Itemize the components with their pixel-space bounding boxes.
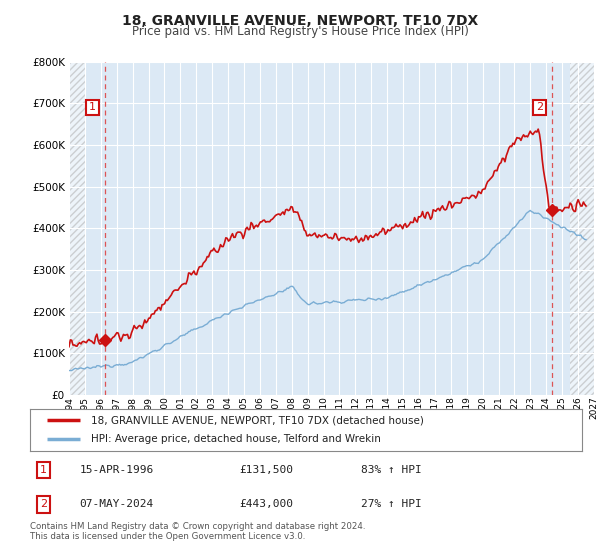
Text: 27% ↑ HPI: 27% ↑ HPI	[361, 500, 422, 510]
Text: 07-MAY-2024: 07-MAY-2024	[80, 500, 154, 510]
Text: Price paid vs. HM Land Registry's House Price Index (HPI): Price paid vs. HM Land Registry's House …	[131, 25, 469, 38]
Text: 1: 1	[40, 465, 47, 475]
Text: Contains HM Land Registry data © Crown copyright and database right 2024.
This d: Contains HM Land Registry data © Crown c…	[30, 522, 365, 542]
Text: £443,000: £443,000	[240, 500, 294, 510]
Bar	[69, 62, 85, 395]
Text: £131,500: £131,500	[240, 465, 294, 475]
Text: 2: 2	[40, 500, 47, 510]
Text: HPI: Average price, detached house, Telford and Wrekin: HPI: Average price, detached house, Telf…	[91, 435, 380, 445]
Text: 18, GRANVILLE AVENUE, NEWPORT, TF10 7DX (detached house): 18, GRANVILLE AVENUE, NEWPORT, TF10 7DX …	[91, 415, 424, 425]
Text: 15-APR-1996: 15-APR-1996	[80, 465, 154, 475]
Text: 2: 2	[536, 102, 543, 113]
Text: 18, GRANVILLE AVENUE, NEWPORT, TF10 7DX: 18, GRANVILLE AVENUE, NEWPORT, TF10 7DX	[122, 14, 478, 28]
Text: 1: 1	[89, 102, 96, 113]
Text: 83% ↑ HPI: 83% ↑ HPI	[361, 465, 422, 475]
Bar	[570, 62, 594, 395]
